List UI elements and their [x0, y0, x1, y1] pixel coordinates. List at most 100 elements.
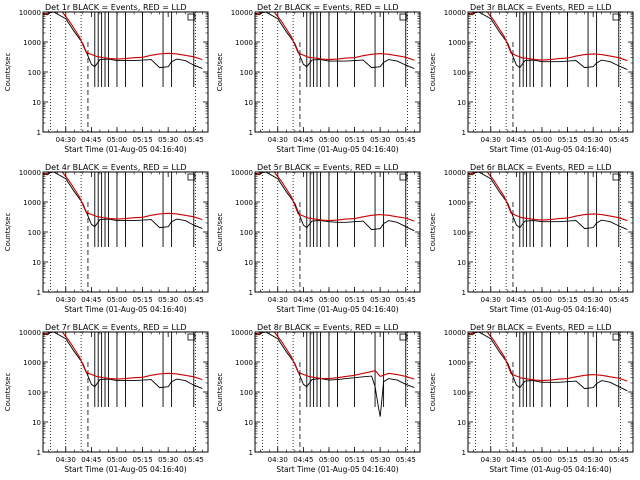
x-tick-label: 04:45	[81, 296, 101, 304]
series-line-lld	[255, 331, 415, 380]
chart-title: Det 3r BLACK = Events, RED = LLD	[470, 3, 612, 12]
y-axis-label: Counts/sec	[216, 213, 224, 252]
x-tick-label: 04:30	[56, 456, 76, 464]
x-axis-label: Start Time (01-Aug-05 04:16:40)	[276, 465, 398, 474]
x-axis-label: Start Time (01-Aug-05 04:16:40)	[489, 305, 611, 314]
y-tick-label: 10000	[444, 9, 466, 17]
chart-panel-6: 1 10 100 1000 10000 04:30 04:45 05:00 05:15 05:30…	[429, 163, 634, 314]
y-tick-label: 10	[32, 259, 41, 267]
series-line-lld	[43, 331, 203, 381]
chart-title: Det 1r BLACK = Events, RED = LLD	[45, 3, 187, 12]
y-axis-label: Counts/sec	[4, 213, 12, 252]
y-axis-label: Counts/sec	[216, 373, 224, 412]
chart-panel-9: 1 10 100 1000 10000 04:30 04:45 05:00 05:15 05:30…	[429, 323, 634, 474]
x-tick-label: 04:30	[481, 296, 501, 304]
y-tick-label: 100	[28, 389, 41, 397]
y-tick-label: 100	[453, 229, 466, 237]
chart-title: Det 4r BLACK = Events, RED = LLD	[45, 163, 187, 172]
x-tick-label: 05:15	[557, 456, 577, 464]
y-tick-label: 10	[457, 259, 466, 267]
y-tick-label: 10000	[231, 9, 253, 17]
x-tick-label: 04:45	[81, 136, 101, 144]
y-tick-label: 10	[32, 419, 41, 427]
y-tick-label: 1	[462, 449, 466, 457]
series-line-lld	[468, 331, 628, 382]
y-axis-label: Counts/sec	[429, 213, 437, 252]
series-line-events	[468, 171, 628, 231]
x-tick-label: 05:30	[583, 456, 603, 464]
y-tick-label: 1000	[235, 359, 253, 367]
y-tick-label: 1000	[23, 199, 41, 207]
y-tick-label: 1	[249, 289, 253, 297]
flag-marker	[187, 173, 196, 181]
series-line-events	[43, 331, 203, 390]
flag-marker	[399, 173, 408, 181]
series-line-lld	[468, 11, 628, 62]
chart-panel-2: 1 10 100 1000 10000 04:30 04:45 05:00 05:15 05:30…	[216, 3, 421, 154]
series-line-lld	[255, 171, 415, 222]
x-axis-label: Start Time (01-Aug-05 04:16:40)	[489, 465, 611, 474]
y-tick-label: 10000	[444, 169, 466, 177]
flag-marker	[612, 173, 621, 181]
x-tick-label: 05:00	[532, 296, 552, 304]
y-tick-label: 1	[249, 129, 253, 137]
y-tick-label: 10000	[19, 169, 41, 177]
x-tick-label: 05:00	[532, 456, 552, 464]
x-tick-label: 05:00	[107, 456, 127, 464]
x-tick-label: 05:30	[583, 136, 603, 144]
chart-panel-4: 1 10 100 1000 10000 04:30 04:45 05:00 05:15 05:30…	[4, 163, 209, 314]
x-tick-label: 05:30	[158, 136, 178, 144]
x-tick-label: 05:15	[132, 136, 152, 144]
x-tick-label: 04:45	[293, 136, 313, 144]
y-tick-label: 10000	[444, 329, 466, 337]
x-tick-label: 05:15	[557, 296, 577, 304]
x-tick-label: 05:15	[344, 136, 364, 144]
x-axis-label: Start Time (01-Aug-05 04:16:40)	[64, 145, 186, 154]
x-tick-label: 05:30	[370, 136, 390, 144]
y-tick-label: 1000	[448, 359, 466, 367]
x-tick-label: 05:45	[609, 456, 629, 464]
y-tick-label: 10	[244, 259, 253, 267]
y-tick-label: 10	[457, 99, 466, 107]
y-tick-label: 1000	[235, 39, 253, 47]
y-tick-label: 1	[462, 129, 466, 137]
chart-panel-8: 1 10 100 1000 10000 04:30 04:45 05:00 05:15 05:30…	[216, 323, 421, 474]
x-tick-label: 05:15	[344, 456, 364, 464]
y-axis-label: Counts/sec	[429, 53, 437, 92]
x-tick-label: 05:00	[107, 296, 127, 304]
y-tick-label: 10000	[19, 329, 41, 337]
y-tick-label: 1000	[235, 199, 253, 207]
y-tick-label: 100	[453, 69, 466, 77]
x-tick-label: 05:30	[370, 456, 390, 464]
x-tick-label: 05:30	[158, 296, 178, 304]
chart-panel-1: 1 10 100 1000 10000 04:30 04:45 05:00 05:15 05:30…	[4, 3, 209, 154]
y-tick-label: 10	[32, 99, 41, 107]
y-tick-label: 1	[37, 449, 41, 457]
y-tick-label: 1	[462, 289, 466, 297]
y-tick-label: 100	[28, 69, 41, 77]
series-line-events	[43, 171, 203, 230]
x-tick-label: 05:15	[557, 136, 577, 144]
x-axis-label: Start Time (01-Aug-05 04:16:40)	[64, 465, 186, 474]
flag-marker	[612, 13, 621, 21]
y-tick-label: 100	[453, 389, 466, 397]
y-tick-label: 100	[240, 69, 253, 77]
x-tick-label: 05:00	[319, 296, 339, 304]
x-tick-label: 05:45	[396, 136, 416, 144]
x-tick-label: 05:15	[344, 296, 364, 304]
x-tick-label: 05:30	[158, 456, 178, 464]
y-tick-label: 100	[28, 229, 41, 237]
x-tick-label: 04:45	[293, 456, 313, 464]
y-tick-label: 1000	[23, 39, 41, 47]
x-axis-label: Start Time (01-Aug-05 04:16:40)	[276, 145, 398, 154]
series-line-events	[468, 331, 628, 392]
x-tick-label: 05:00	[319, 136, 339, 144]
series-line-events	[255, 171, 415, 232]
x-tick-label: 05:30	[370, 296, 390, 304]
chart-panel-3: 1 10 100 1000 10000 04:30 04:45 05:00 05:15 05:30…	[429, 3, 634, 154]
series-line-lld	[43, 11, 203, 61]
y-tick-label: 10	[244, 419, 253, 427]
x-tick-label: 04:45	[506, 136, 526, 144]
x-tick-label: 04:30	[56, 296, 76, 304]
x-tick-label: 04:45	[81, 456, 101, 464]
